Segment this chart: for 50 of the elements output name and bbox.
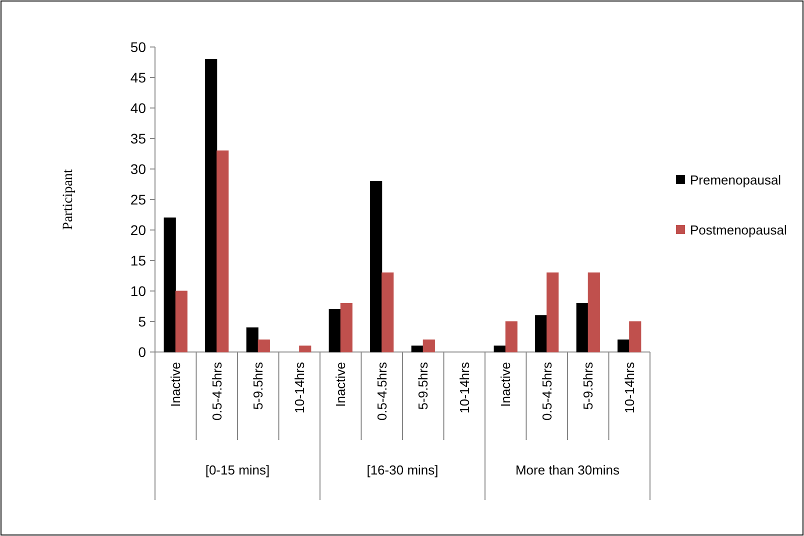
y-axis-title: Participant <box>61 169 76 230</box>
text: [0-15 mins] <box>205 462 270 478</box>
bar <box>328 309 341 352</box>
x-tick-label: 10-14hrs <box>622 362 637 414</box>
y-tick-label: 5 <box>138 313 146 330</box>
bar <box>629 321 642 352</box>
text: More than 30mins <box>515 462 620 478</box>
bar <box>382 272 394 352</box>
bar <box>258 340 270 352</box>
y-tick-label: 45 <box>130 69 146 86</box>
x-tick-label: 0.5-4.5hrs <box>539 362 554 421</box>
bar <box>618 340 630 352</box>
text: [16-30 mins] <box>366 462 438 478</box>
bar <box>299 346 312 352</box>
x-tick-label: 0.5-4.5hrs <box>374 362 390 421</box>
y-tick-label: 40 <box>130 100 146 116</box>
bar <box>175 290 188 352</box>
bar <box>370 180 382 352</box>
bar <box>505 321 518 352</box>
y-tick-label: 10 <box>130 282 146 299</box>
x-tick-label: Inactive <box>498 362 514 407</box>
y-tick-label: 50 <box>130 38 146 55</box>
bar <box>246 327 258 352</box>
x-tick-label: Inactive <box>333 362 348 407</box>
bar <box>205 58 218 352</box>
bar <box>411 346 424 352</box>
x-tick-label: 10-14hrs <box>456 362 472 414</box>
x-tick-label: 0.5-4.5hrs <box>209 362 224 421</box>
bar <box>422 340 435 352</box>
bar <box>216 150 229 352</box>
x-tick-label: 10-14hrs <box>292 362 307 414</box>
y-tick-label: 25 <box>130 191 146 208</box>
bar <box>588 272 600 352</box>
y-tick-label: 15 <box>130 252 146 268</box>
legend-label: Premenopausal <box>690 172 782 188</box>
x-tick-label: 5-9.5hrs <box>416 362 431 410</box>
bar <box>164 218 176 352</box>
bar <box>535 315 548 352</box>
legend-label: Postmenopausal <box>690 222 787 238</box>
y-tick-label: 30 <box>130 160 146 177</box>
y-tick-label: 35 <box>130 130 146 146</box>
x-tick-label: Inactive <box>168 362 184 407</box>
x-tick-label: 5-9.5hrs <box>250 362 266 410</box>
bar <box>494 346 506 352</box>
bar <box>546 272 559 352</box>
bar <box>576 302 588 352</box>
y-tick-label: 0 <box>138 344 146 360</box>
bar <box>340 302 352 352</box>
x-tick-label: 5-9.5hrs <box>580 362 596 410</box>
y-tick-label: 20 <box>130 222 146 238</box>
